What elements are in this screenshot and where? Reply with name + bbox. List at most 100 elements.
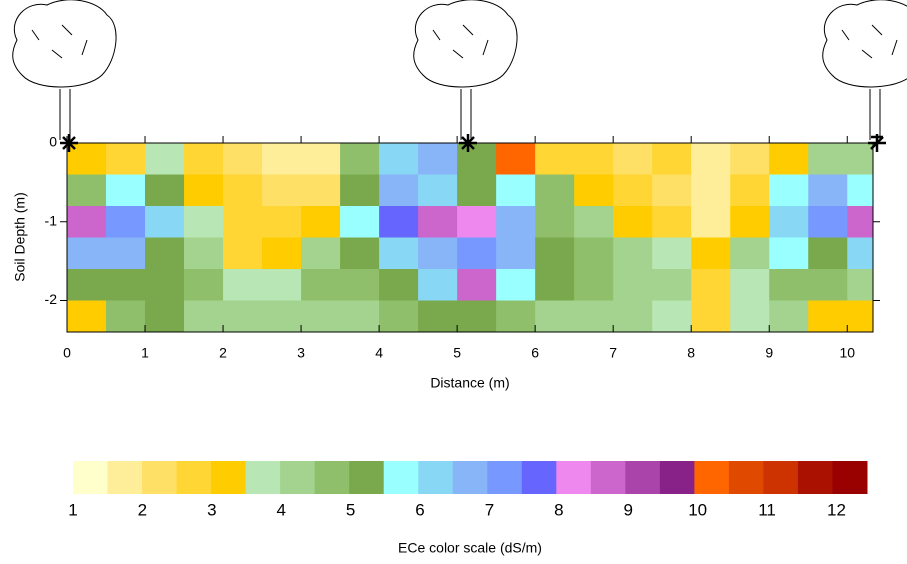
contour-cell xyxy=(262,174,302,207)
contour-cell xyxy=(379,143,419,175)
contour-cell xyxy=(652,143,692,175)
colorbar-tick-label: 1 xyxy=(68,500,77,519)
contour-cell xyxy=(457,174,497,207)
contour-cell xyxy=(106,143,146,175)
contour-cell xyxy=(808,174,848,207)
colorbar-swatch xyxy=(832,461,868,494)
contour-cell xyxy=(145,237,185,270)
contour-cell xyxy=(262,269,302,301)
x-axis-label: Distance (m) xyxy=(430,375,509,391)
colorbar-tick-label: 2 xyxy=(138,500,147,519)
contour-cell xyxy=(613,237,653,270)
contour-cell xyxy=(574,206,614,238)
colorbar-swatch xyxy=(349,461,385,494)
colorbar-tick-label: 3 xyxy=(207,500,216,519)
contour-cell xyxy=(769,174,809,207)
contour-cell xyxy=(613,269,653,301)
tree-marker xyxy=(868,134,886,152)
contour-cell xyxy=(262,237,302,270)
contour-cell xyxy=(340,206,380,238)
tree-markers xyxy=(60,134,886,152)
colorbar-swatch xyxy=(73,461,109,494)
contour-cell xyxy=(574,269,614,301)
contour-cell xyxy=(847,237,874,270)
contour-cell xyxy=(613,206,653,238)
colorbar-swatch xyxy=(590,461,626,494)
contour-cell xyxy=(652,300,692,333)
contour-cell xyxy=(223,237,263,270)
tree-marker xyxy=(60,134,78,152)
contour-cell xyxy=(535,206,575,238)
colorbar-tick-label: 6 xyxy=(415,500,424,519)
y-tick-label: 0 xyxy=(49,134,57,150)
x-tick-label: 4 xyxy=(375,345,383,361)
contour-cell xyxy=(301,237,341,270)
y-tick-label: -1 xyxy=(45,212,58,228)
contour-cell xyxy=(418,237,458,270)
contour-cell xyxy=(808,206,848,238)
contour-cell xyxy=(847,206,874,238)
contour-cell xyxy=(769,143,809,175)
colorbar-tick-label: 7 xyxy=(485,500,494,519)
contour-field xyxy=(67,143,874,333)
colorbar-swatch xyxy=(107,461,143,494)
contour-cell xyxy=(184,174,224,207)
colorbar-swatch xyxy=(211,461,247,494)
contour-cell xyxy=(223,174,263,207)
tree xyxy=(12,0,117,140)
contour-cell xyxy=(496,174,536,207)
contour-cell xyxy=(847,143,874,175)
contour-cell xyxy=(769,300,809,333)
contour-cell xyxy=(457,206,497,238)
colorbar-label: ECe color scale (dS/m) xyxy=(398,540,542,556)
contour-cell xyxy=(106,237,146,270)
contour-cell xyxy=(184,143,224,175)
tree xyxy=(822,0,907,140)
contour-cell xyxy=(535,269,575,301)
contour-cell xyxy=(496,300,536,333)
colorbar-swatch xyxy=(763,461,799,494)
contour-cell xyxy=(535,237,575,270)
contour-cell xyxy=(184,237,224,270)
contour-cell xyxy=(106,269,146,301)
colorbar-swatch xyxy=(728,461,764,494)
contour-cell xyxy=(418,206,458,238)
x-tick-label: 9 xyxy=(765,345,773,361)
colorbar-swatch xyxy=(176,461,212,494)
contour-cell xyxy=(535,143,575,175)
contour-cell xyxy=(67,300,107,333)
contour-cell xyxy=(106,206,146,238)
colorbar-swatch xyxy=(625,461,661,494)
contour-cell xyxy=(730,143,770,175)
contour-cell xyxy=(418,269,458,301)
contour-cell xyxy=(730,206,770,238)
colorbar-swatch xyxy=(418,461,454,494)
contour-cell xyxy=(496,143,536,175)
contour-cell xyxy=(691,174,731,207)
contour-cell xyxy=(574,237,614,270)
contour-cell xyxy=(379,300,419,333)
contour-cell xyxy=(223,300,263,333)
contour-cell xyxy=(67,269,107,301)
contour-cell xyxy=(496,206,536,238)
contour-cell xyxy=(652,174,692,207)
contour-cell xyxy=(847,174,874,207)
contour-cell xyxy=(340,300,380,333)
contour-cell xyxy=(145,143,185,175)
colorbar-swatch xyxy=(314,461,350,494)
colorbar-swatch xyxy=(142,461,178,494)
contour-cell xyxy=(457,300,497,333)
contour-cell xyxy=(730,300,770,333)
contour-cell xyxy=(496,237,536,270)
contour-cell xyxy=(457,269,497,301)
x-tick-label: 7 xyxy=(609,345,617,361)
x-tick-label: 8 xyxy=(687,345,695,361)
contour-cell xyxy=(223,206,263,238)
contour-cell xyxy=(301,174,341,207)
colorbar-swatch xyxy=(556,461,592,494)
contour-cell xyxy=(535,174,575,207)
contour-cell xyxy=(340,143,380,175)
contour-cell xyxy=(730,269,770,301)
contour-cell xyxy=(769,206,809,238)
